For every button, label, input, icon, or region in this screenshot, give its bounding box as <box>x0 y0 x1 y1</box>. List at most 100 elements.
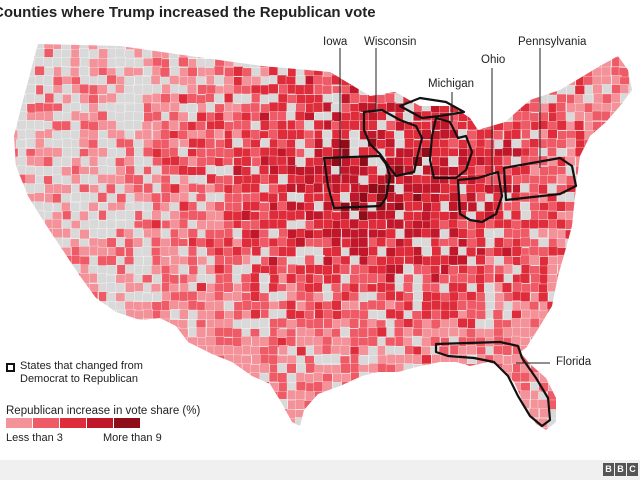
county-cell <box>512 111 523 122</box>
county-cell <box>70 67 81 78</box>
county-cell <box>592 408 603 419</box>
county-cell <box>429 66 440 77</box>
county-cell <box>331 364 342 375</box>
county-cell <box>177 146 188 157</box>
county-cell <box>521 427 531 430</box>
county-cell <box>71 426 82 430</box>
county-cell <box>520 219 531 230</box>
county-cell <box>395 121 406 132</box>
county-cell <box>305 220 315 231</box>
county-cell <box>629 76 632 87</box>
county-cell <box>502 75 513 86</box>
county-cell <box>575 426 586 430</box>
county-cell <box>583 255 594 266</box>
county-cell <box>14 291 19 302</box>
county-cell <box>458 44 469 51</box>
county-cell <box>223 318 234 329</box>
county-cell <box>628 102 632 113</box>
county-cell <box>322 391 333 402</box>
county-cell <box>106 228 117 238</box>
county-cell <box>628 174 632 185</box>
county-cell <box>602 138 612 149</box>
county-cell <box>314 174 325 185</box>
county-cell <box>80 309 91 320</box>
county-cell <box>17 282 28 293</box>
county-cell <box>566 57 577 67</box>
county-cell <box>161 192 172 203</box>
county-cell <box>340 192 350 202</box>
county-cell <box>323 318 334 329</box>
county-cell <box>620 44 631 51</box>
county-cell <box>106 318 117 329</box>
county-cell <box>88 174 99 185</box>
county-cell <box>431 372 442 383</box>
county-cell <box>565 282 576 293</box>
county-cell <box>80 156 91 167</box>
county-cell <box>583 400 594 410</box>
county-cell <box>566 373 577 384</box>
county-cell <box>106 292 117 303</box>
county-cell <box>377 426 388 430</box>
county-cell <box>619 120 629 131</box>
county-cell <box>106 102 117 113</box>
county-cell <box>26 219 37 230</box>
county-cell <box>475 146 485 157</box>
county-cell <box>574 265 585 276</box>
county-cell <box>619 326 630 337</box>
county-cell <box>251 174 261 184</box>
county-cell <box>376 373 387 384</box>
county-cell <box>285 336 296 347</box>
county-cell <box>107 337 118 348</box>
county-cell <box>431 300 442 311</box>
scale-swatch-5 <box>114 418 140 428</box>
county-cell <box>492 309 503 320</box>
county-cell <box>232 93 243 104</box>
county-cell <box>520 327 531 338</box>
county-cell <box>133 327 144 337</box>
county-cell <box>511 408 522 419</box>
county-cell <box>402 391 413 402</box>
county-cell <box>602 184 613 195</box>
county-cell <box>313 292 324 303</box>
county-cell <box>555 371 566 382</box>
county-cell <box>152 111 163 122</box>
county-cell <box>547 165 558 176</box>
county-cell <box>314 264 325 275</box>
county-cell <box>628 364 632 375</box>
county-cell <box>53 256 64 267</box>
county-cell <box>628 391 632 402</box>
county-cell <box>133 111 144 122</box>
county-cell <box>619 400 630 411</box>
county-cell <box>341 93 352 104</box>
county-cell <box>610 201 621 211</box>
county-cell <box>520 75 531 85</box>
county-cell <box>26 301 37 312</box>
county-cell <box>14 246 19 257</box>
county-cell <box>431 309 442 320</box>
county-cell <box>224 380 235 391</box>
county-cell <box>565 66 576 77</box>
county-cell <box>584 157 595 167</box>
county-cell <box>538 345 548 356</box>
county-cell <box>394 409 405 420</box>
county-cell <box>134 336 145 347</box>
county-cell <box>421 246 432 257</box>
county-cell <box>242 381 253 391</box>
county-cell <box>529 138 540 149</box>
county-cell <box>260 138 271 148</box>
county-cell <box>537 399 548 410</box>
county-cell <box>386 398 397 409</box>
county-cell <box>97 74 108 85</box>
county-cell <box>277 291 288 301</box>
county-cell <box>619 427 629 430</box>
county-cell <box>188 355 199 365</box>
county-cell <box>584 427 595 430</box>
county-cell <box>286 319 297 330</box>
county-cell <box>457 255 468 265</box>
county-cell <box>313 44 324 50</box>
county-cell <box>143 201 154 212</box>
county-cell <box>458 427 469 430</box>
county-cell <box>80 174 90 185</box>
county-cell <box>421 354 432 365</box>
county-cell <box>429 218 440 229</box>
